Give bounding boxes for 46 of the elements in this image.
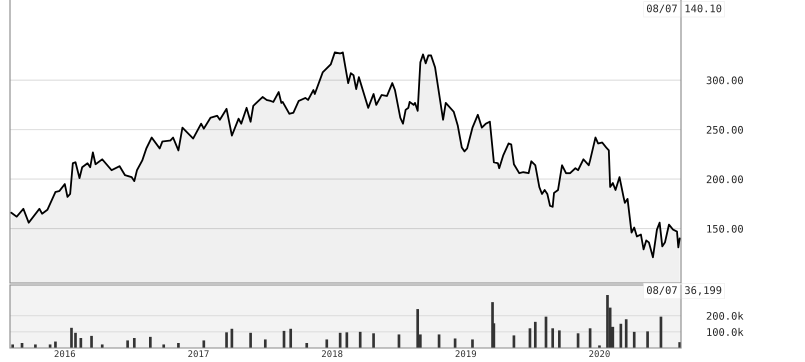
bar [230, 328, 234, 348]
bar [20, 342, 24, 348]
bar [471, 339, 474, 348]
bar [551, 328, 554, 348]
bar [534, 322, 537, 348]
bar [358, 332, 362, 348]
bar [660, 316, 662, 348]
text: 36,199 [685, 286, 722, 296]
bar [90, 336, 93, 348]
bar [338, 332, 342, 348]
bar [289, 328, 292, 348]
x-tick-label: 2017 [188, 350, 209, 358]
y-tick-label: 100.0k [707, 328, 744, 336]
bar [544, 316, 548, 348]
bar [576, 333, 580, 348]
bar [54, 342, 57, 348]
y-tick-label: 200.0k [706, 312, 744, 320]
bar [249, 332, 252, 348]
x-tick-label: 2018 [322, 350, 342, 358]
bar [282, 330, 286, 348]
x-tick-label: 2019 [456, 350, 476, 358]
bar [632, 332, 636, 348]
bar [528, 328, 532, 348]
y-tick-label: 300.00 [706, 76, 743, 84]
bar [588, 328, 592, 348]
annotation: 08/07 [646, 4, 677, 14]
bar [512, 335, 516, 348]
bar [558, 330, 561, 348]
text: 140.10 [686, 4, 722, 12]
x-tick-label: 2016 [54, 350, 76, 358]
bar [372, 333, 375, 348]
bar [70, 328, 73, 348]
bar [225, 332, 228, 348]
bar [646, 331, 649, 348]
bar [177, 342, 180, 348]
bar [606, 295, 609, 348]
bar [620, 324, 622, 348]
bar [438, 334, 440, 348]
bar [398, 334, 400, 348]
bar [416, 309, 420, 348]
x-tick-label: 2020 [589, 350, 610, 358]
annotation: 08/07 [646, 286, 677, 295]
y-tick-label: 200.00 [706, 175, 743, 184]
y-tick-label: 150.00 [707, 224, 743, 233]
y-tick-label: 250.00 [706, 126, 743, 134]
bar [624, 319, 628, 348]
